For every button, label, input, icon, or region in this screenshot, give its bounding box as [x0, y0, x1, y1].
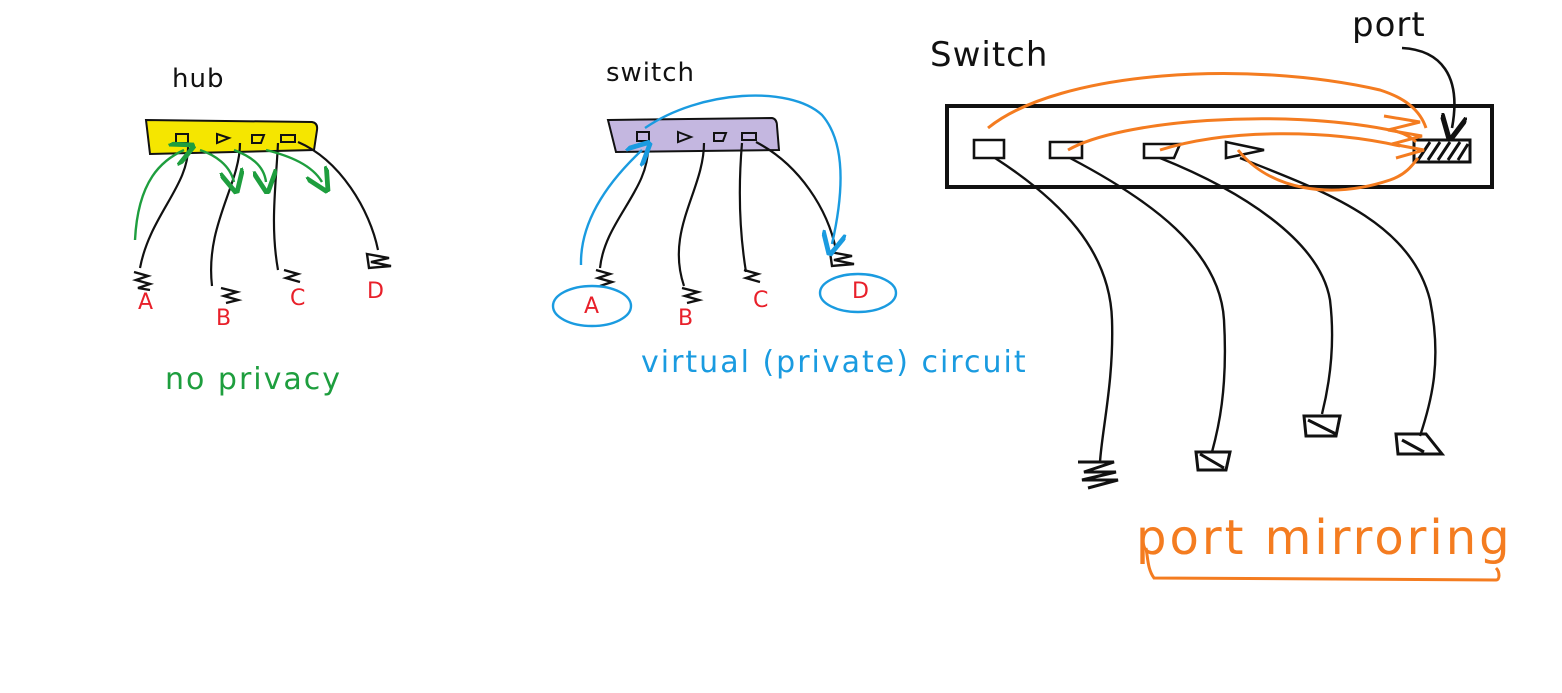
switch-node-a-label: A [584, 294, 600, 319]
hub-port-c [251, 134, 266, 144]
switch-port-b [677, 130, 694, 144]
hub-device-a [131, 270, 155, 292]
hub-box [144, 118, 319, 156]
port-label-arrow [1401, 46, 1454, 128]
hub-node-d-label: D [367, 279, 384, 304]
switch-device-a [593, 268, 617, 288]
hub-port-d [280, 134, 296, 143]
mirror-device-1 [1078, 460, 1119, 490]
hub-port-b [216, 132, 232, 145]
virtual-circuit-arrows [579, 94, 841, 266]
switch-port-c [713, 132, 728, 142]
switch-port-d [741, 132, 757, 141]
hub-device-b [219, 286, 243, 305]
switch-device-c [741, 268, 763, 284]
mirror-device-4 [1394, 432, 1446, 456]
mirror-device-3 [1302, 414, 1342, 438]
hub-broadcast-arrows [133, 150, 322, 241]
switch-node-d-label: D [852, 279, 869, 304]
mirror-port-3 [1142, 142, 1182, 160]
mirror-switch-label: Switch [930, 35, 1049, 75]
mirror-cables [994, 156, 1437, 463]
hub-cables [138, 140, 380, 287]
switch-node-b-label: B [678, 306, 694, 331]
switch-device-b [680, 286, 704, 305]
hub-caption: no privacy [165, 362, 343, 397]
switch-node-c-label: C [753, 288, 769, 313]
mirror-device-2 [1194, 450, 1232, 472]
switch-caption: virtual (private) circuit [641, 345, 1028, 380]
mirroring-convergence [1383, 114, 1425, 160]
mirror-ports [972, 138, 1265, 160]
switch-device-d [828, 250, 855, 268]
mirror-port-4 [1224, 140, 1265, 160]
switch-devices [593, 250, 855, 305]
switch-diagram [551, 94, 898, 328]
mirror-port-1 [972, 138, 1006, 160]
mirror-port-2 [1048, 140, 1084, 160]
switch-node-d-circle [818, 272, 898, 314]
mirror-diagram [945, 46, 1501, 582]
hub-node-a-label: A [138, 290, 154, 315]
mirror-caption: port mirroring [1136, 510, 1513, 566]
switch-label: switch [606, 58, 696, 88]
hub-devices [131, 252, 392, 305]
switch-node-a-circle [551, 284, 633, 328]
hub-device-c [281, 268, 303, 284]
port-label: port [1352, 5, 1426, 45]
hub-node-c-label: C [290, 286, 306, 311]
hub-diagram [131, 118, 392, 305]
port-mirroring-underline [1144, 547, 1501, 582]
hub-node-b-label: B [216, 306, 232, 331]
switch-box [606, 116, 781, 154]
mirroring-arrows [987, 72, 1428, 192]
mirror-devices [1078, 414, 1446, 490]
hub-device-d [365, 252, 392, 270]
switch-cables [598, 141, 838, 287]
hub-label: hub [172, 64, 225, 94]
mirror-switch-box [945, 104, 1494, 189]
